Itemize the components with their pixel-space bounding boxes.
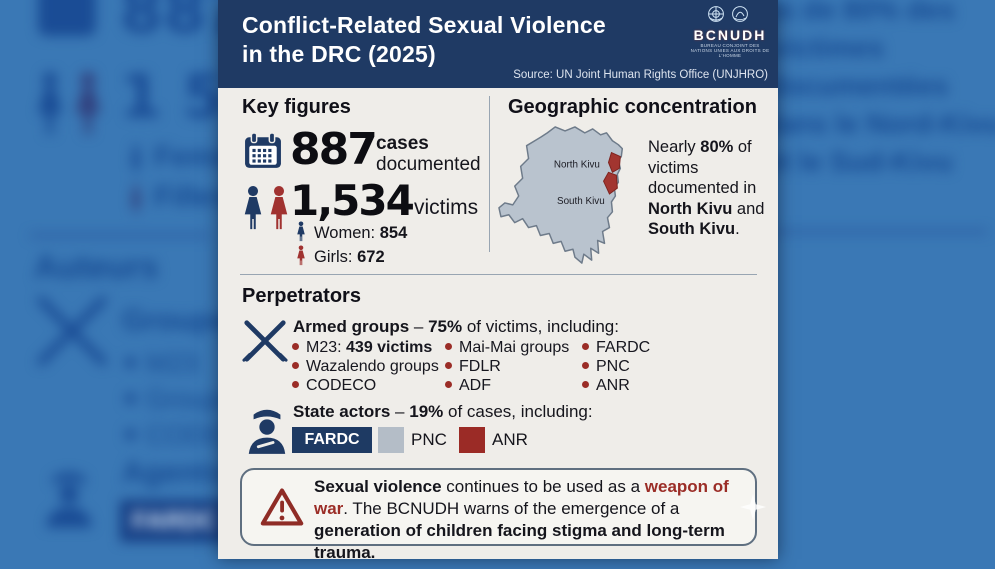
source-caption: Source: UN Joint Human Rights Office (UN… <box>513 69 768 81</box>
infographic-card: Conflict-Related Sexual Violence in the … <box>218 0 778 562</box>
page-title: Conflict-Related Sexual Violence in the … <box>242 12 606 67</box>
bg-right-line4: dans le Nord-Kivu <box>762 108 995 139</box>
bullet-fardc: FARDC <box>582 339 650 357</box>
cases-label: cases documented <box>376 133 481 175</box>
anr-swatch <box>459 427 485 453</box>
warning-text: Sexual violence continues to be used as … <box>314 477 729 562</box>
victims-label: victims <box>414 196 479 219</box>
bg-authors-heading: Auteurs <box>34 248 159 285</box>
logo-name: BCNUDH <box>693 27 767 43</box>
bullet-dot <box>445 362 452 369</box>
bullet-dot <box>582 343 589 350</box>
bullet-dot <box>292 343 299 350</box>
bg-divider <box>30 234 210 237</box>
bg-woman-icon <box>34 68 66 140</box>
bg-bullet-m23: M23 <box>125 348 199 379</box>
bg-small-woman-icon <box>128 145 144 175</box>
crossed-rifles-icon <box>242 320 288 362</box>
bg-small-girl-icon <box>128 185 144 215</box>
warning-box: Sexual violence continues to be used as … <box>240 468 766 562</box>
bullet-fdlr: FDLR <box>445 358 501 376</box>
calendar-icon <box>245 133 281 168</box>
bullet-codeco: CODECO <box>292 377 376 395</box>
bullet-maimai: Mai-Mai groups <box>445 339 569 357</box>
sparkle-icon <box>740 494 766 520</box>
cases-value: 887 <box>290 124 378 175</box>
woman-icon <box>242 185 264 231</box>
bullet-dot <box>582 381 589 388</box>
map-label-north-kivu: North Kivu <box>554 159 600 170</box>
bullet-adf: ADF <box>445 377 491 395</box>
bg-police-icon <box>46 472 92 528</box>
perpetrators-heading: Perpetrators <box>242 285 361 307</box>
bullet-pnc: PNC <box>582 358 630 376</box>
girl-small-icon <box>296 245 306 266</box>
drc-map: North Kivu South Kivu <box>498 126 624 264</box>
bullet-dot <box>582 362 589 369</box>
girls-row: Girls: 672 <box>296 245 385 267</box>
vertical-divider <box>489 96 490 252</box>
bg-calendar-icon <box>38 0 96 36</box>
bg-agents-label: Agents <box>122 456 224 489</box>
bg-right-line2: victimes <box>772 32 885 63</box>
bullet-wazalendo: Wazalendo groups <box>292 358 439 376</box>
woman-small-icon <box>296 221 306 242</box>
header: Conflict-Related Sexual Violence in the … <box>218 0 778 88</box>
pnc-swatch <box>378 427 404 453</box>
bcnudh-logo: BCNUDH BUREAU CONJOINT DES NATIONS UNIES… <box>690 5 770 61</box>
victims-pair-icons <box>242 185 290 236</box>
map-label-south-kivu: South Kivu <box>557 196 605 207</box>
fardc-badge: FARDC <box>292 427 372 453</box>
warning-triangle-icon <box>260 488 304 526</box>
girl-icon <box>268 185 290 231</box>
bullet-dot <box>292 362 299 369</box>
bullet-anr: ANR <box>582 377 630 395</box>
bg-right-divider <box>772 230 987 233</box>
bg-girl-icon <box>72 68 104 140</box>
kivu-region-highlight <box>602 151 621 195</box>
horizontal-divider <box>240 274 757 275</box>
bullet-dot <box>445 381 452 388</box>
key-figures-heading: Key figures <box>242 96 351 118</box>
state-actors-line: State actors – 19% of cases, including: <box>293 402 593 421</box>
un-emblems-icon <box>708 6 748 22</box>
bg-fardc-badge: FARDC <box>120 500 230 542</box>
victims-value: 1,534 <box>290 176 415 225</box>
bullet-dot <box>445 343 452 350</box>
bg-right-line5: et le Sud-Kivu <box>766 146 953 177</box>
logo-subtitle: BUREAU CONJOINT DES NATIONS UNIES AUX DR… <box>690 43 770 58</box>
bullet-dot <box>292 381 299 388</box>
geographic-note: Nearly 80% of victims documented in Nort… <box>648 138 765 238</box>
bg-girls-label: Filles <box>154 181 229 213</box>
anr-label: ANR <box>492 430 528 449</box>
pnc-label: PNC <box>411 430 447 449</box>
women-row: Women: 854 <box>296 221 407 243</box>
police-officer-icon <box>248 409 286 454</box>
bullet-m23: M23: 439 victims <box>292 339 432 357</box>
bg-right-line3: documentées <box>768 70 949 101</box>
bg-rifles-icon <box>37 296 107 366</box>
armed-groups-line: Armed groups – 75% of victims, including… <box>293 317 619 336</box>
geographic-heading: Geographic concentration <box>508 96 757 118</box>
